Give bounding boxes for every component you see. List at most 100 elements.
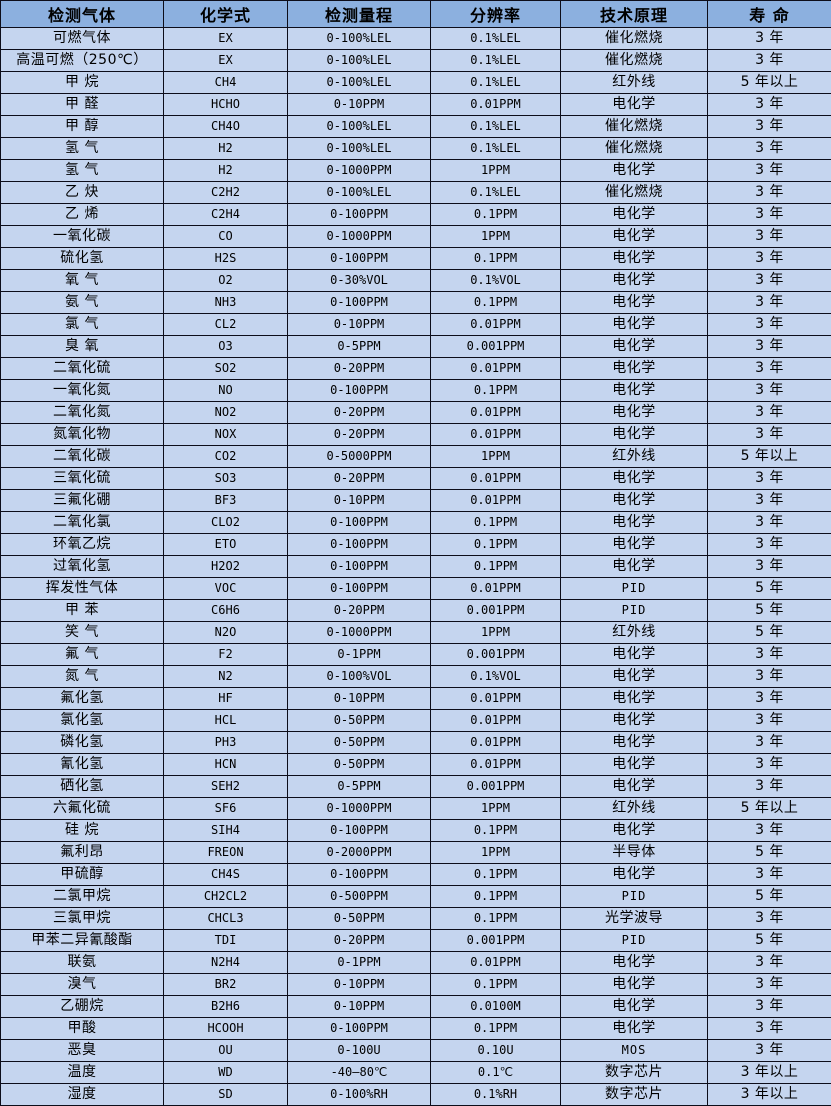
cell-formula: HCHO [164, 94, 288, 116]
cell-tech: 红外线 [561, 622, 708, 644]
cell-tech: 电化学 [561, 732, 708, 754]
cell-life: 3 年 [708, 182, 831, 204]
cell-tech: 电化学 [561, 226, 708, 248]
cell-tech: 电化学 [561, 160, 708, 182]
cell-formula: NH3 [164, 292, 288, 314]
cell-range: 0-1000PPM [288, 622, 431, 644]
cell-res: 0.1PPM [431, 248, 561, 270]
cell-gas: 高温可燃（250℃） [1, 50, 164, 72]
cell-range: 0-1000PPM [288, 226, 431, 248]
cell-range: 0-10PPM [288, 94, 431, 116]
cell-range: 0-100PPM [288, 534, 431, 556]
cell-res: 0.1PPM [431, 204, 561, 226]
cell-formula: SO3 [164, 468, 288, 490]
cell-res: 0.01PPM [431, 578, 561, 600]
cell-range: 0-20PPM [288, 402, 431, 424]
cell-tech: PID [561, 600, 708, 622]
cell-gas: 硒化氢 [1, 776, 164, 798]
cell-tech: 催化燃烧 [561, 138, 708, 160]
cell-range: 0-10PPM [288, 688, 431, 710]
cell-life: 3 年 [708, 204, 831, 226]
cell-tech: 电化学 [561, 468, 708, 490]
cell-gas: 环氧乙烷 [1, 534, 164, 556]
table-header-row: 检测气体 化学式 检测量程 分辨率 技术原理 寿 命 [1, 1, 831, 28]
cell-formula: SD [164, 1084, 288, 1106]
cell-gas: 挥发性气体 [1, 578, 164, 600]
cell-formula: O2 [164, 270, 288, 292]
cell-life: 3 年 [708, 314, 831, 336]
cell-tech: 电化学 [561, 512, 708, 534]
cell-formula: CH4O [164, 116, 288, 138]
cell-life: 3 年 [708, 94, 831, 116]
column-header-lifespan: 寿 命 [708, 1, 831, 28]
cell-range: 0-100PPM [288, 578, 431, 600]
cell-life: 3 年 [708, 226, 831, 248]
cell-range: 0-50PPM [288, 732, 431, 754]
cell-formula: SO2 [164, 358, 288, 380]
cell-tech: 电化学 [561, 754, 708, 776]
cell-formula: SIH4 [164, 820, 288, 842]
column-header-gas: 检测气体 [1, 1, 164, 28]
cell-res: 1PPM [431, 622, 561, 644]
cell-formula: H2 [164, 138, 288, 160]
cell-life: 5 年以上 [708, 72, 831, 94]
cell-res: 1PPM [431, 842, 561, 864]
cell-life: 3 年 [708, 688, 831, 710]
cell-life: 3 年 [708, 556, 831, 578]
cell-res: 0.1℃ [431, 1062, 561, 1084]
cell-range: 0-100%LEL [288, 182, 431, 204]
cell-gas: 磷化氢 [1, 732, 164, 754]
cell-formula: WD [164, 1062, 288, 1084]
cell-tech: PID [561, 886, 708, 908]
cell-gas: 氢 气 [1, 138, 164, 160]
cell-res: 1PPM [431, 446, 561, 468]
cell-res: 0.01PPM [431, 314, 561, 336]
cell-life: 3 年 [708, 820, 831, 842]
cell-formula: OU [164, 1040, 288, 1062]
cell-range: 0-5PPM [288, 336, 431, 358]
cell-res: 0.001PPM [431, 600, 561, 622]
cell-tech: 半导体 [561, 842, 708, 864]
cell-gas: 二氧化氮 [1, 402, 164, 424]
cell-range: 0-20PPM [288, 600, 431, 622]
cell-life: 5 年 [708, 930, 831, 952]
cell-life: 3 年 [708, 116, 831, 138]
cell-range: 0-100%VOL [288, 666, 431, 688]
cell-range: 0-5PPM [288, 776, 431, 798]
cell-res: 0.1PPM [431, 908, 561, 930]
cell-life: 3 年 [708, 952, 831, 974]
cell-gas: 二氧化硫 [1, 358, 164, 380]
cell-formula: NO [164, 380, 288, 402]
cell-gas: 联氨 [1, 952, 164, 974]
cell-res: 0.1PPM [431, 512, 561, 534]
cell-res: 0.1%LEL [431, 28, 561, 50]
cell-gas: 一氧化氮 [1, 380, 164, 402]
cell-life: 3 年 [708, 1040, 831, 1062]
cell-formula: CO2 [164, 446, 288, 468]
cell-range: 0-50PPM [288, 754, 431, 776]
cell-formula: NO2 [164, 402, 288, 424]
cell-life: 3 年以上 [708, 1062, 831, 1084]
cell-res: 0.1%VOL [431, 666, 561, 688]
cell-res: 0.01PPM [431, 732, 561, 754]
cell-life: 3 年 [708, 160, 831, 182]
cell-gas: 三氟化硼 [1, 490, 164, 512]
cell-tech: 电化学 [561, 688, 708, 710]
column-header-resolution: 分辨率 [431, 1, 561, 28]
cell-res: 0.1PPM [431, 974, 561, 996]
cell-formula: PH3 [164, 732, 288, 754]
cell-gas: 恶臭 [1, 1040, 164, 1062]
